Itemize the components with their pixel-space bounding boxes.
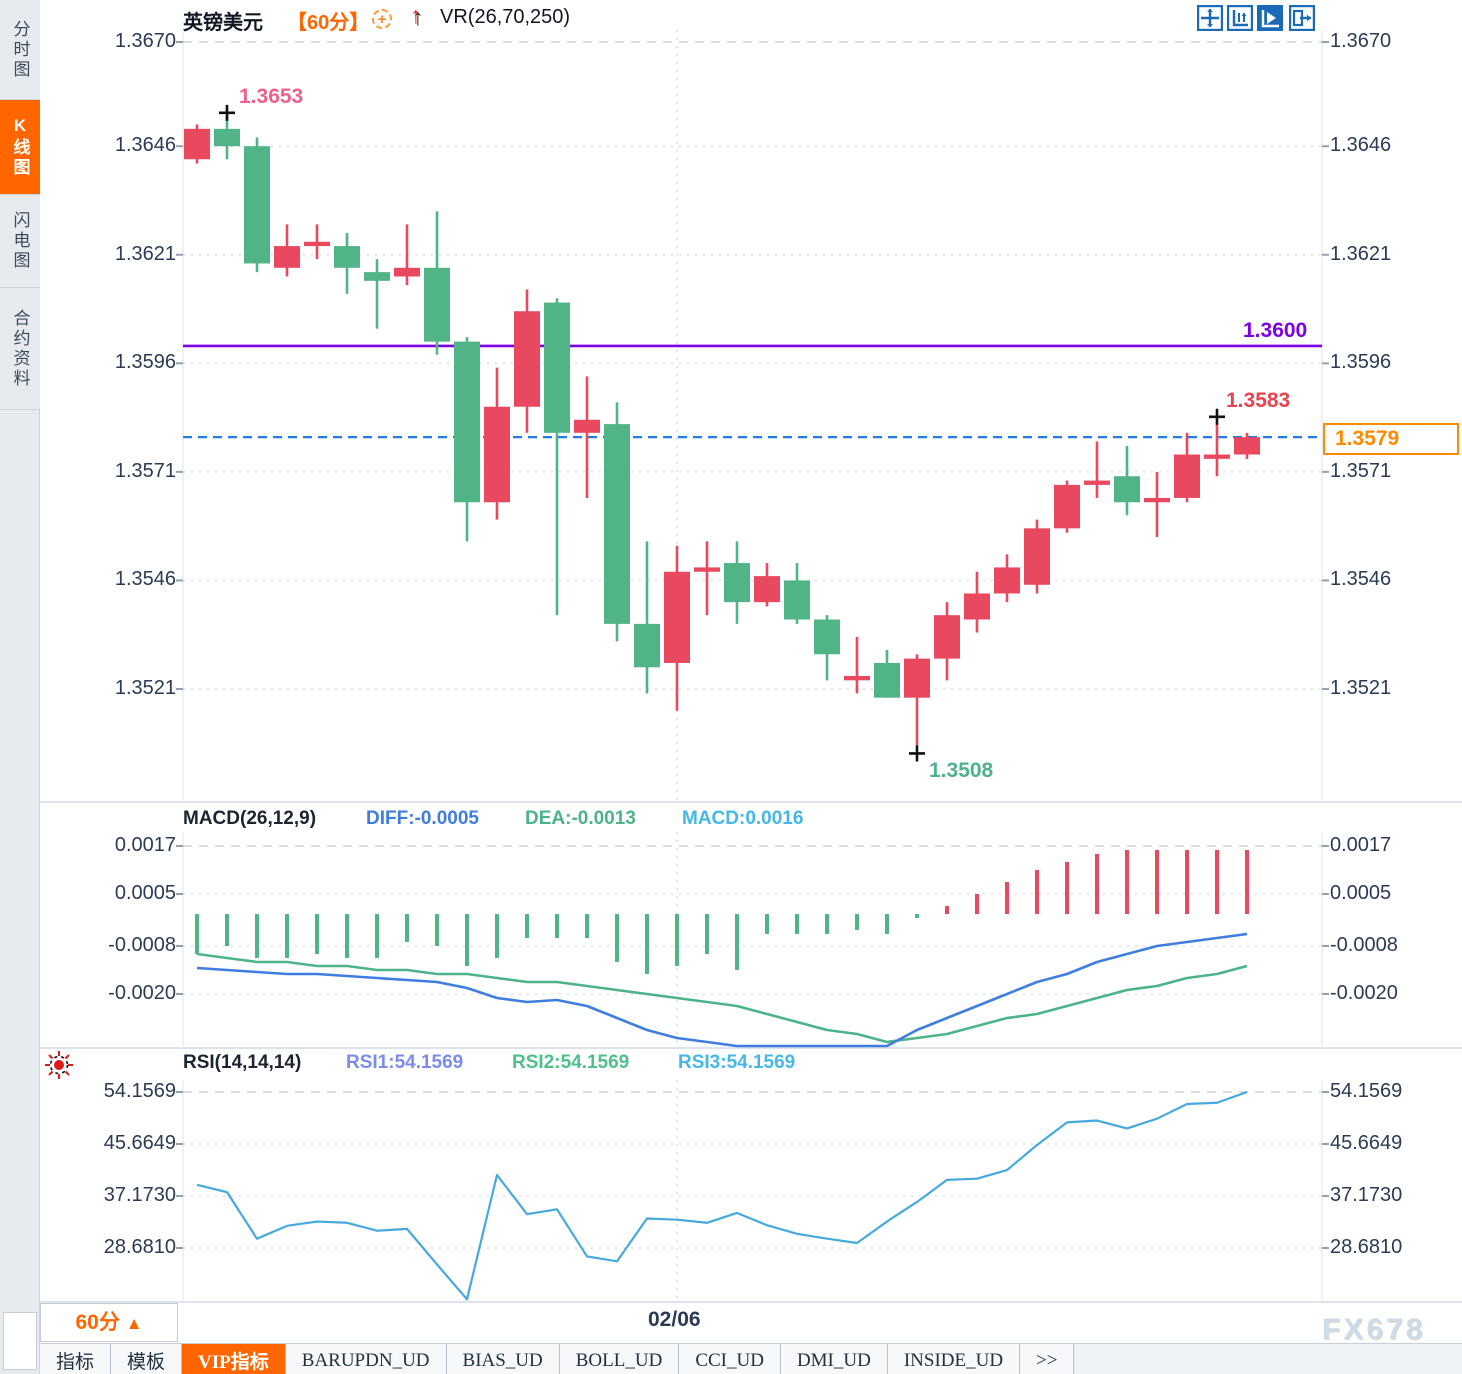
y-axis-label-left: 1.3571 [114,459,176,482]
y-axis-label-right: 1.3670 [1330,30,1392,52]
macd-value-label: MACD:0.0016 [682,808,804,829]
chevron-up-icon: ▲ [125,1314,143,1333]
y-axis-label-right: 1.3546 [1330,568,1392,591]
y-axis-label-left: 1.3596 [114,351,176,374]
y-axis-label-right: 54.1569 [1330,1080,1403,1102]
indicator-tab->>[interactable]: >> [1020,1344,1075,1374]
overlay-indicator-label: VR(26,70,250) [440,6,571,28]
y-axis-label-right: 1.3646 [1330,134,1392,157]
sidebar-item-timeline-chart[interactable]: 分时图 [0,0,40,100]
y-axis-label-left: 45.6649 [103,1131,176,1154]
rsi3-label: RSI3:54.1569 [678,1052,796,1073]
indicator-tab-BOLL_UD[interactable]: BOLL_UD [559,1344,680,1374]
y-axis-label-right: 1.3621 [1330,242,1392,265]
sidebar-item-candle-chart[interactable]: K线图 [0,100,40,195]
y-axis-label-right: 0.0017 [1330,834,1392,856]
period-selector-label: 60分 [75,1311,120,1334]
indicator-tab-BIAS_UD[interactable]: BIAS_UD [446,1344,560,1374]
indicator-tab-INSIDE_UD[interactable]: INSIDE_UD [887,1344,1021,1374]
indicator-tab-指标[interactable]: 指标 [40,1344,112,1374]
recent-high-price-label: 1.3583 [1226,388,1291,412]
macd-params-label: MACD(26,12,9) [183,808,317,829]
sidebar-item-lightning-chart[interactable]: 闪电图 [0,195,40,288]
swing-low-price-label: 1.3508 [929,759,994,783]
sidebar-item-label: 分时图 [10,19,30,80]
y-axis-label-left: 1.3521 [114,677,176,699]
indicator-tab-CCI_UD[interactable]: CCI_UD [679,1344,781,1374]
up-arrow-icon: ↑ [410,2,422,28]
y-axis-label-right: 45.6649 [1330,1131,1403,1154]
exit-right-icon[interactable] [1289,5,1315,31]
indicator-tabbar: 指标 模板 VIP指标 BARUPDN_UD BIAS_UD BOLL_UD CCI_UD D… [40,1343,1462,1374]
y-axis-label-left: 37.1730 [103,1183,176,1206]
crosshair-icon[interactable] [1197,5,1223,31]
period-selector[interactable]: 60分 ▲ [40,1303,178,1342]
indicator-tab-模板[interactable]: 模板 [111,1344,183,1374]
swing-high-price-label: 1.3653 [239,84,304,108]
y-axis-label-left: 1.3546 [114,568,176,591]
sidebar-item-label: 合约资料 [10,308,30,389]
y-axis-label-left: -0.0008 [108,934,176,956]
y-axis-label-right: -0.0020 [1330,982,1398,1004]
y-axis-label-right: 1.3596 [1330,351,1392,374]
macd-dea-label: DEA:-0.0013 [525,808,636,829]
axis-range-icon[interactable] [1227,5,1253,31]
sidebar-item-contract-info[interactable]: 合约资料 [0,288,40,410]
y-axis-label-left: 1.3646 [114,134,176,157]
auto-scale-icon[interactable] [1257,5,1283,31]
y-axis-label-left: 1.3621 [114,242,176,265]
y-axis-label-right: 1.3571 [1330,459,1392,482]
hline-price-label: 1.3600 [1243,318,1308,342]
x-axis-date-label: 02/06 [648,1308,701,1331]
rsi1-label: RSI1:54.1569 [346,1052,464,1073]
indicator-tab-BARUPDN_UD[interactable]: BARUPDN_UD [285,1344,447,1374]
y-axis-label-right: 0.0005 [1330,882,1392,904]
left-sidebar: 分时图 K线图 闪电图 合约资料 [0,0,40,1374]
rsi2-label: RSI2:54.1569 [512,1052,630,1073]
indicator-tab-VIP指标[interactable]: VIP指标 [182,1344,286,1374]
y-axis-label-right: -0.0008 [1330,934,1398,956]
y-axis-label-left: 54.1569 [103,1080,176,1102]
y-axis-label-left: -0.0020 [108,982,176,1004]
indicator-tab-DMI_UD[interactable]: DMI_UD [780,1344,888,1374]
rsi-params-label: RSI(14,14,14) [183,1052,302,1073]
add-indicator-icon[interactable]: + [372,9,392,29]
y-axis-label-left: 0.0005 [114,882,176,904]
y-axis-label-right: 1.3521 [1330,677,1392,699]
y-axis-label-right: 37.1730 [1330,1183,1403,1206]
alert-beacon-icon[interactable] [44,1050,74,1080]
macd-diff-label: DIFF:-0.0005 [366,808,479,829]
current-price-box[interactable]: 1.3579 [1323,423,1459,456]
watermark: FX678 [1322,1313,1426,1346]
y-axis-label-left: 28.6810 [103,1235,176,1258]
sidebar-item-label: 闪电图 [10,211,30,271]
y-axis-label-right: 28.6810 [1330,1235,1403,1258]
y-axis-label-left: 0.0017 [114,834,176,856]
y-axis-label-left: 1.3670 [114,30,176,52]
symbol-title: 英镑美元 [183,12,263,34]
corner-box [3,1312,37,1370]
sidebar-item-label: K线图 [10,116,30,178]
period-badge[interactable]: 【60分】 [287,12,370,34]
